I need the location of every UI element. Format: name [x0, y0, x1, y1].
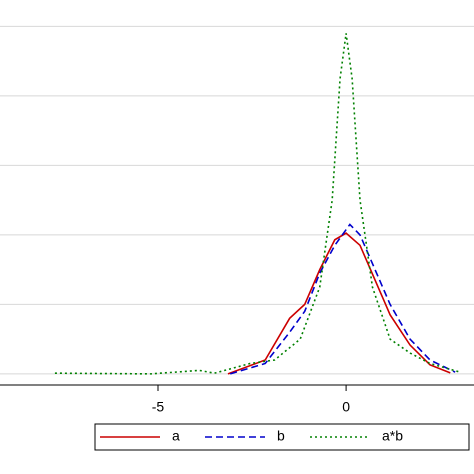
legend-label: a [172, 428, 180, 444]
x-tick-label: -5 [152, 399, 165, 415]
legend-label: b [277, 428, 285, 444]
x-tick-label: 0 [342, 399, 350, 415]
series-line [230, 223, 456, 375]
legend-label: a*b [382, 428, 403, 444]
series-line [227, 232, 451, 375]
